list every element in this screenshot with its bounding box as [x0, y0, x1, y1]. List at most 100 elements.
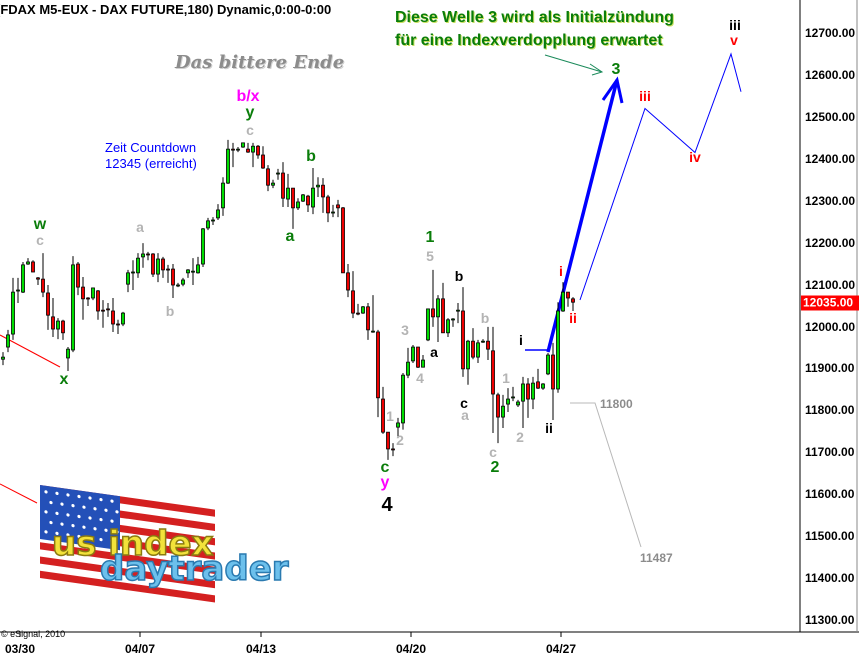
candle-body [36, 277, 40, 280]
candle-body [111, 310, 115, 325]
candle-body [526, 383, 530, 400]
candle [256, 144, 260, 159]
y-tick-label: 11400.00 [805, 571, 855, 586]
candle-body [246, 148, 250, 153]
candle-body [26, 261, 30, 265]
candle [71, 256, 75, 353]
y-tick-label: 12400.00 [805, 151, 856, 166]
candle [161, 256, 165, 278]
countdown-note-2: 12345 (erreicht) [105, 156, 197, 171]
candle [196, 256, 200, 274]
candle [516, 399, 520, 408]
wave-label: iv [689, 149, 701, 165]
candle-body [496, 394, 500, 418]
candle-body [131, 271, 135, 274]
candle-body [76, 263, 80, 288]
projection-path [579, 52, 742, 301]
candle [556, 302, 560, 393]
wave-label: 2 [396, 432, 404, 448]
candle [396, 417, 400, 437]
candle [321, 178, 325, 213]
wave-label: c [380, 459, 390, 476]
candle-body [371, 330, 375, 333]
wave-label: b/x [236, 88, 260, 105]
candle-body [241, 142, 245, 148]
candle [461, 287, 465, 377]
candle-body [161, 258, 165, 271]
candle [26, 258, 30, 265]
candle-body [411, 346, 415, 362]
candle [371, 295, 375, 333]
wave-label: b [480, 310, 490, 326]
y-tick-label: 12300.00 [805, 193, 856, 208]
wave-label: 3 [611, 61, 621, 78]
svg-text:daytrader: daytrader [100, 549, 289, 589]
candle-body [571, 298, 575, 303]
candle [156, 253, 160, 283]
candle-body [251, 145, 255, 153]
candle [536, 368, 540, 389]
wave-label: c [246, 122, 254, 138]
candle [481, 339, 485, 343]
candle-body [501, 405, 505, 418]
candle [506, 388, 510, 413]
wave-label: 3 [401, 322, 409, 338]
candle [311, 168, 315, 215]
y-tick-label: 11300.00 [805, 613, 855, 628]
wave-label: a [136, 219, 144, 235]
trend-line-red-lower [0, 483, 38, 504]
candle [121, 311, 125, 327]
y-tick-label: 12000.00 [805, 319, 856, 334]
chart-title: (FDAX M5-EUX - DAX FUTURE,180) Dynamic,0… [0, 2, 332, 17]
candle-body [196, 264, 200, 274]
candle-body [516, 401, 520, 406]
candle [526, 378, 530, 418]
wave-label: c [460, 395, 468, 411]
candle [411, 344, 415, 363]
candle [466, 339, 470, 385]
candle-body [431, 308, 435, 318]
candle [421, 355, 425, 368]
candle [241, 142, 245, 148]
candle [211, 217, 215, 226]
candle [351, 271, 355, 319]
candle [31, 260, 35, 273]
candle [571, 297, 575, 311]
candle [281, 162, 285, 208]
candle-body [271, 182, 275, 186]
candle-body [121, 312, 125, 325]
candle-body [86, 297, 90, 300]
candle-body [101, 309, 105, 312]
candle [176, 282, 180, 288]
candle [6, 329, 10, 353]
candle-body [316, 184, 320, 188]
wave-label: y [380, 474, 390, 491]
candle-body [286, 187, 290, 200]
candle [141, 243, 145, 268]
candle-body [81, 286, 85, 300]
candle [346, 264, 350, 298]
candle [456, 303, 460, 324]
candle-body [206, 220, 210, 229]
candle [496, 392, 500, 444]
candle-body [126, 272, 130, 285]
trend-line-red-upper [0, 334, 61, 368]
candle-body [221, 182, 225, 209]
candle [66, 347, 70, 371]
candle-body [281, 172, 285, 199]
candle-body [356, 312, 360, 315]
candle-body [391, 448, 395, 451]
wave-label: i [559, 263, 563, 279]
candle [566, 291, 570, 307]
candle [246, 142, 250, 153]
candle-body [256, 145, 260, 156]
candle [441, 282, 445, 334]
candle-body [456, 309, 460, 312]
candle [391, 443, 395, 457]
candle [56, 318, 60, 340]
candle-body [41, 278, 45, 293]
candle [61, 319, 65, 340]
candle-body [261, 154, 265, 169]
candle-body [466, 340, 470, 370]
candle-body [21, 264, 25, 293]
